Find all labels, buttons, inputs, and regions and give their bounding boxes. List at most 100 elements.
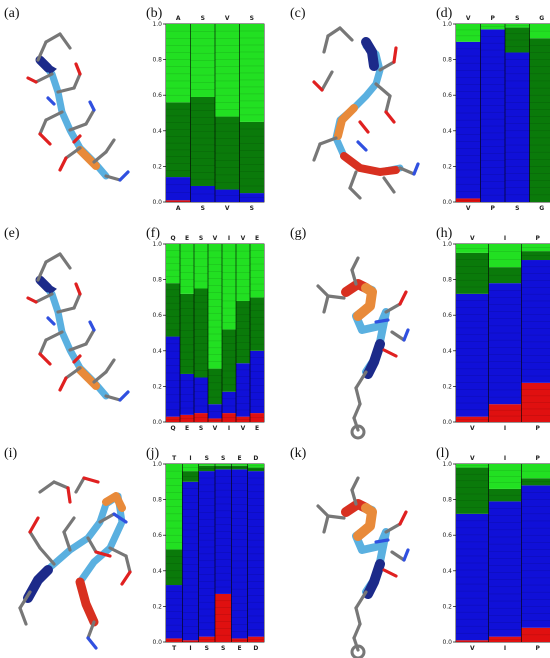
residue-label-top: S xyxy=(199,235,203,242)
y-tick-label: 0.4 xyxy=(442,568,452,575)
y-tick-label: 0.6 xyxy=(442,312,452,319)
bar-segment-red xyxy=(215,594,231,642)
residue-label-bottom: D xyxy=(253,645,258,652)
bar-segment-blue xyxy=(194,378,208,414)
bar-segment-red xyxy=(489,404,522,422)
residue-label-top: E xyxy=(255,235,259,242)
stick-bond xyxy=(392,332,404,340)
residue-label-bottom: V xyxy=(466,205,471,212)
stick-bond xyxy=(40,354,50,364)
stick-bond xyxy=(86,110,94,124)
residue-label-top: E xyxy=(237,455,241,462)
ribbon-mid xyxy=(338,108,354,136)
stick-bond xyxy=(88,538,96,552)
y-tick-label: 0.6 xyxy=(152,532,162,539)
panel-a: (a) xyxy=(4,6,142,218)
y-tick-label: 1.0 xyxy=(152,21,162,28)
stick-bond xyxy=(324,296,328,312)
residue-label-bottom: G xyxy=(539,205,544,212)
bar-segment-blue xyxy=(182,482,198,640)
stick-bond xyxy=(60,158,66,170)
stick-bond xyxy=(106,140,114,152)
residue-label-bottom: S xyxy=(250,205,254,212)
stick-bond xyxy=(64,518,74,532)
stick-bond xyxy=(74,294,80,308)
y-tick-label: 1.0 xyxy=(152,461,162,468)
stick-bond xyxy=(356,372,366,388)
molecule xyxy=(28,254,128,400)
y-tick-label: 1.0 xyxy=(442,461,452,468)
residue-label-top: G xyxy=(539,15,544,22)
residue-label-bottom: E xyxy=(255,425,259,432)
residue-label-top: P xyxy=(535,235,540,242)
y-tick-label: 0.4 xyxy=(442,128,452,135)
residue-label-bottom: P xyxy=(491,205,496,212)
stick-bond xyxy=(88,638,96,648)
stick-bond xyxy=(90,102,94,110)
y-tick-label: 0.2 xyxy=(152,603,162,610)
stick-bond xyxy=(358,142,366,150)
residue-label-top: T xyxy=(172,455,177,462)
bar-segment-dark_green xyxy=(194,289,208,378)
y-tick-label: 0.8 xyxy=(442,277,452,284)
residue-label-top: S xyxy=(205,455,209,462)
molecule xyxy=(28,34,128,180)
bar-segment-blue xyxy=(489,501,522,636)
ribbon-backbone xyxy=(30,496,122,622)
y-tick-label: 0.0 xyxy=(152,199,162,206)
residue-label-top: P xyxy=(535,455,540,462)
residue-label-top: E xyxy=(185,235,189,242)
residue-label-bottom: S xyxy=(515,205,519,212)
residue-label-bottom: A xyxy=(176,205,181,212)
y-tick-label: 0.8 xyxy=(152,57,162,64)
bar-segment-dark_green xyxy=(191,97,216,186)
stick-bond xyxy=(324,36,328,52)
stick-bond xyxy=(48,318,54,324)
residue-label-bottom: V xyxy=(213,425,218,432)
bar-segment-dark_green xyxy=(166,102,191,177)
stick-bond xyxy=(126,556,130,572)
y-tick-label: 0.2 xyxy=(152,383,162,390)
y-tick-label: 0.6 xyxy=(152,312,162,319)
stick-bond xyxy=(394,48,396,62)
stick-bond xyxy=(48,98,54,104)
stick-bond xyxy=(64,532,70,550)
stick-bond xyxy=(20,608,26,624)
stick-bond xyxy=(386,304,400,312)
stick-bond xyxy=(106,176,120,180)
structure-g xyxy=(296,232,426,438)
stick-bond xyxy=(86,330,94,344)
stick-bond xyxy=(318,506,328,516)
residue-label-top: V xyxy=(213,235,218,242)
stick-bond xyxy=(60,34,70,48)
bar-segment-blue xyxy=(489,283,522,404)
residue-label-bottom: T xyxy=(172,645,177,652)
ribbon-n-terminus xyxy=(28,570,48,598)
stick-bond xyxy=(90,322,94,330)
stick-bond xyxy=(400,168,414,174)
residue-label-bottom: V xyxy=(470,645,475,652)
y-tick-label: 0.0 xyxy=(152,639,162,646)
y-tick-label: 0.8 xyxy=(442,57,452,64)
stick-bond xyxy=(94,372,106,382)
stick-bond xyxy=(340,28,352,40)
stick-bond xyxy=(356,388,360,404)
stick-bond xyxy=(356,592,366,608)
residue-label-top: V xyxy=(466,15,471,22)
stick-bond xyxy=(120,392,128,400)
y-tick-label: 0.8 xyxy=(152,497,162,504)
stick-bond xyxy=(60,254,70,268)
ribbon-n-terminus xyxy=(366,42,374,66)
residue-label-bottom: V xyxy=(241,425,246,432)
y-tick-label: 0.4 xyxy=(152,348,162,355)
residue-label-top: S xyxy=(515,15,519,22)
y-tick-label: 1.0 xyxy=(442,241,452,248)
ribbon-c-terminus xyxy=(344,156,396,172)
stick-bond xyxy=(110,548,126,556)
molecule xyxy=(314,28,418,198)
